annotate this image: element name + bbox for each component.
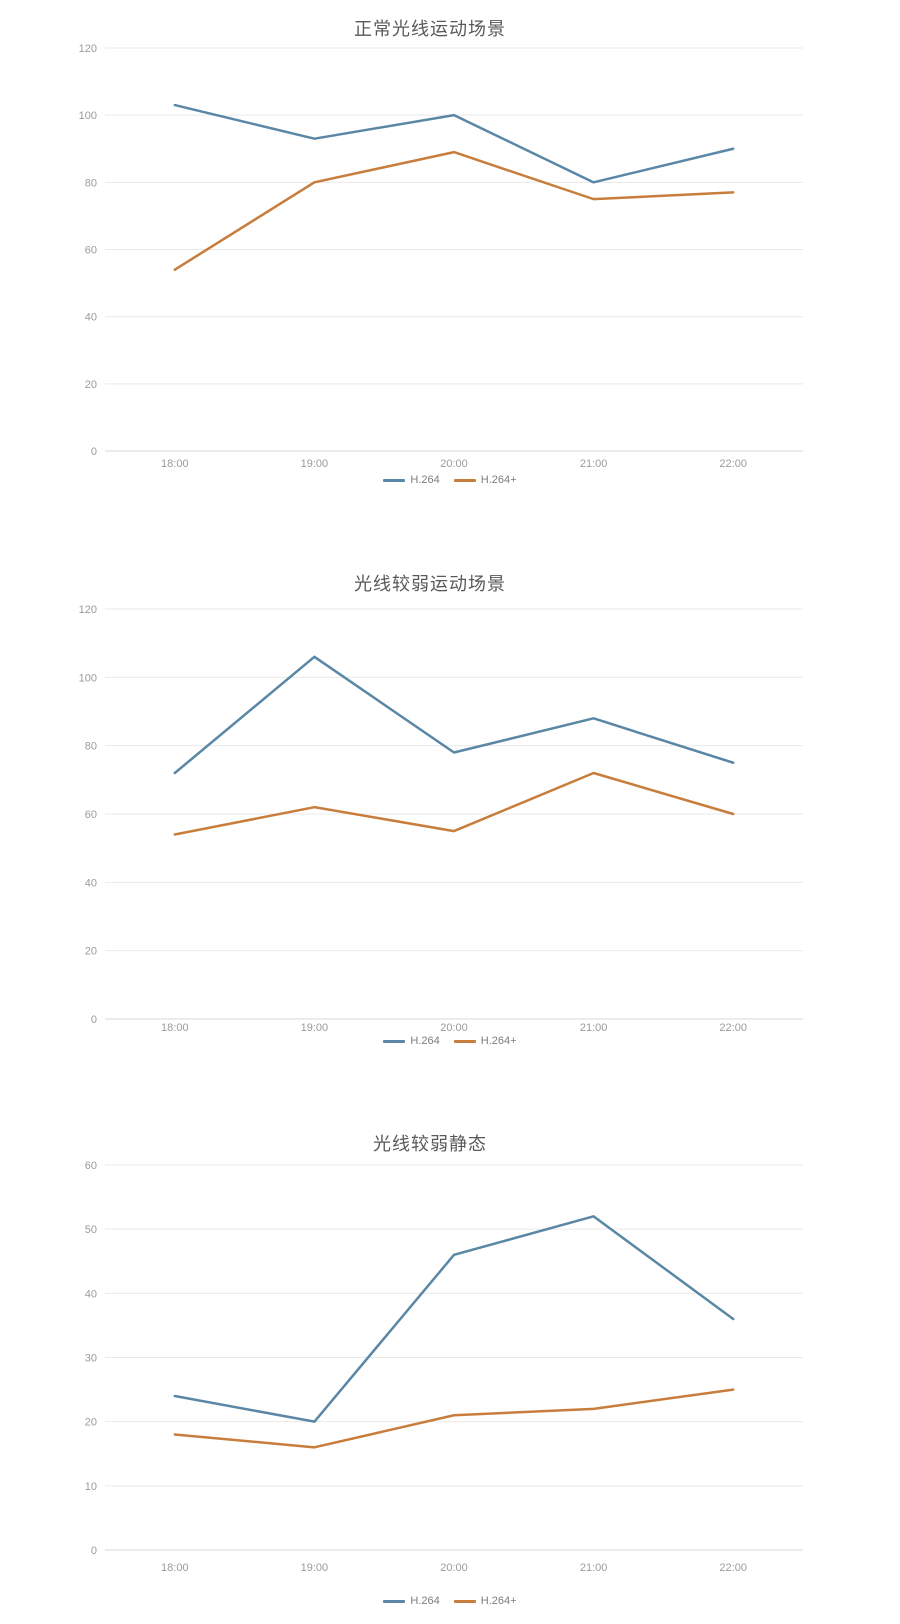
legend-item-h264plus: H.264+	[453, 1035, 517, 1047]
series-line-h264	[173, 771, 735, 836]
chart-legend: H.264 H.264+	[0, 474, 900, 486]
x-tick-label: 19:00	[301, 458, 329, 470]
y-tick-label: 20	[85, 379, 97, 391]
y-tick-label: 120	[79, 604, 97, 616]
x-tick-label: 18:00	[161, 1562, 189, 1574]
legend-label: H.264	[410, 474, 440, 486]
legend-label: H.264	[410, 1595, 440, 1607]
legend-item-h264: H.264	[383, 1595, 440, 1607]
series-line-h264	[173, 655, 735, 775]
y-tick-label: 50	[85, 1224, 97, 1236]
line-chart-plot: 0 20 40 60 80 100 120 18:00 19:00 20:00 21:00 22:00	[79, 43, 803, 470]
h264plus-line-swatch-icon	[453, 1599, 476, 1603]
chart-title: 正常光线运动场景	[354, 19, 506, 39]
h264plus-line-swatch-icon	[453, 1039, 476, 1043]
series-line-h264	[173, 103, 735, 184]
y-tick-label: 80	[85, 741, 97, 753]
chart-low-light-motion-scene: 光线较弱运动场景 0 20 40 60 80 100 120 18:00 19:00 20:00 2…	[0, 540, 900, 1080]
series-line-h264	[173, 1388, 735, 1449]
legend-label: H.264	[410, 1035, 440, 1047]
x-tick-label: 19:00	[301, 1562, 329, 1574]
y-tick-label: 20	[85, 946, 97, 958]
legend-item-h264plus: H.264+	[453, 474, 517, 486]
y-tick-label: 100	[79, 110, 97, 122]
legend-item-h264: H.264	[383, 1035, 440, 1047]
chart-legend: H.264 H.264+	[0, 1595, 900, 1607]
chart-normal-light-motion-scene: 正常光线运动场景 0 20 40 60 80 100 120 18:00 19:00 20:00 2…	[0, 0, 900, 540]
x-tick-label: 19:00	[301, 1022, 329, 1034]
x-tick-label: 20:00	[440, 1022, 468, 1034]
x-tick-label: 18:00	[161, 458, 189, 470]
y-tick-label: 60	[85, 1160, 97, 1172]
y-tick-label: 40	[85, 877, 97, 889]
chart-title: 光线较弱运动场景	[354, 574, 506, 594]
legend-item-h264: H.264	[383, 474, 440, 486]
legend-item-h264plus: H.264+	[453, 1595, 517, 1607]
x-tick-label: 21:00	[580, 1022, 608, 1034]
y-tick-label: 30	[85, 1353, 97, 1365]
y-tick-label: 0	[91, 446, 97, 458]
x-tick-label: 18:00	[161, 1022, 189, 1034]
line-chart-plot: 0 20 40 60 80 100 120 18:00 19:00 20:00 21:00 22:00	[79, 604, 803, 1034]
x-tick-label: 22:00	[719, 1022, 747, 1034]
h264-line-swatch-icon	[383, 1039, 406, 1043]
legend-label: H.264+	[480, 1595, 517, 1607]
x-tick-label: 21:00	[580, 1562, 608, 1574]
h264-line-swatch-icon	[383, 1599, 406, 1603]
y-tick-label: 120	[79, 43, 97, 55]
chart-legend: H.264 H.264+	[0, 1035, 900, 1047]
x-tick-label: 22:00	[719, 1562, 747, 1574]
legend-label: H.264+	[480, 1035, 517, 1047]
y-tick-label: 20	[85, 1417, 97, 1429]
series-line-h264	[173, 1215, 735, 1423]
y-tick-label: 10	[85, 1481, 97, 1493]
legend-label: H.264+	[480, 474, 517, 486]
x-tick-label: 22:00	[719, 458, 747, 470]
y-tick-label: 40	[85, 1288, 97, 1300]
y-tick-label: 0	[91, 1545, 97, 1557]
chart-title: 光线较弱静态	[373, 1134, 487, 1154]
y-tick-label: 60	[85, 245, 97, 257]
h264-line-swatch-icon	[383, 478, 406, 482]
x-tick-label: 20:00	[440, 458, 468, 470]
y-tick-label: 80	[85, 177, 97, 189]
chart-low-light-static: 光线较弱静态 0 10 20 30 40 50 60 18:00 19:00 20:00 21:00…	[0, 1080, 900, 1624]
series-line-h264	[173, 150, 735, 271]
y-tick-label: 100	[79, 672, 97, 684]
y-tick-label: 40	[85, 312, 97, 324]
line-chart-plot: 0 10 20 30 40 50 60 18:00 19:00 20:00 21:00 22:00	[85, 1160, 803, 1574]
x-tick-label: 21:00	[580, 458, 608, 470]
h264plus-line-swatch-icon	[453, 478, 476, 482]
y-tick-label: 0	[91, 1014, 97, 1026]
y-tick-label: 60	[85, 809, 97, 821]
x-tick-label: 20:00	[440, 1562, 468, 1574]
